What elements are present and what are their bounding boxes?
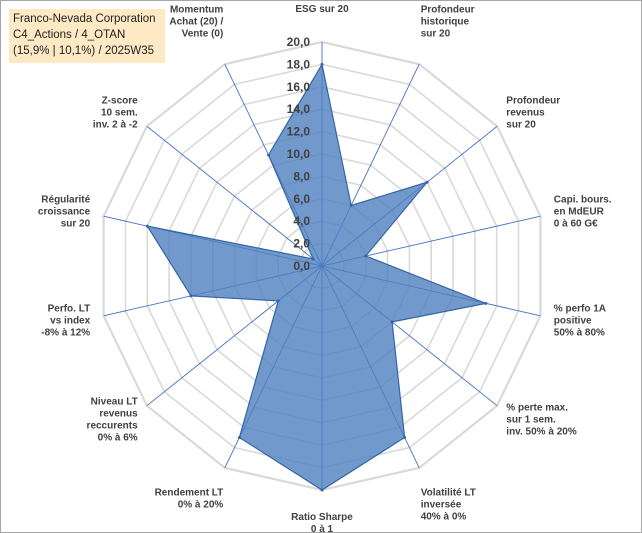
category-label-6: % perte max. sur 1 sem. inv. 50% à 20%	[506, 402, 577, 437]
radial-tick-label: 8,0	[293, 169, 310, 183]
radial-tick-label: 2,0	[293, 237, 310, 251]
category-label-14: Momentum Achat (20) / Vente (0)	[169, 4, 223, 39]
data-point-9	[237, 436, 241, 439]
data-point-5	[484, 301, 488, 305]
data-point-1	[320, 62, 324, 66]
data-point-12	[145, 224, 149, 228]
data-point-4	[364, 254, 368, 258]
data-point-2	[349, 204, 353, 207]
category-label-4: Capi. bours. en MdEUR 0 à 60 G€	[554, 194, 612, 229]
radial-tick-label: 14,0	[287, 102, 311, 116]
axis-spoke	[146, 125, 323, 267]
chart-title-box: Franco-Nevada Corporation C4_Actions / 4…	[9, 9, 165, 63]
category-label-12: Régularité croissance sur 20	[38, 194, 91, 229]
radial-tick-label: 4,0	[293, 214, 310, 228]
data-point-8	[320, 488, 324, 492]
data-point-3	[425, 180, 429, 184]
data-point-10	[276, 299, 280, 303]
category-label-11: Perfo. LT vs index -8% à 12%	[41, 304, 90, 339]
category-label-5: % perfo 1A positive 50% à 80%	[554, 304, 606, 339]
category-label-1: NoteESG sur 20	[295, 0, 349, 15]
series-area	[146, 62, 488, 491]
category-label-9: Rendement LT 0% à 20%	[155, 488, 224, 511]
data-point-7	[403, 436, 407, 439]
data-point-14	[267, 153, 270, 157]
chart-title-line-1: Franco-Nevada Corporation	[13, 13, 156, 25]
data-point-11	[189, 294, 193, 298]
category-label-8: Ratio Sharpe 0 à 1	[291, 512, 353, 533]
radial-tick-label: 20,0	[287, 35, 311, 49]
category-label-7: Volatilité LT inversée 40% à 0%	[421, 488, 476, 523]
category-label-13: Z-score 10 sem. inv. 2 à -2	[93, 96, 138, 131]
chart-title-line-3: (15,9% | 10,1%) / 2025W35	[13, 45, 155, 57]
category-label-2: Profondeur historique sur 20	[421, 4, 475, 39]
radial-tick-label: 12,0	[287, 125, 311, 139]
radial-tick-label: 6,0	[293, 192, 310, 206]
category-label-3: Profondeur revenus sur 20	[506, 96, 560, 131]
radial-tick-label: 16,0	[287, 80, 311, 94]
data-point-13	[311, 257, 315, 261]
radial-tick-label: 10,0	[287, 147, 311, 161]
chart-title-line-2: C4_Actions / 4_OTAN	[13, 29, 126, 41]
category-label-10: Niveau LT revenus reccurents 0% à 6%	[87, 396, 139, 443]
data-point-6	[390, 320, 394, 324]
radial-tick-label: 18,0	[287, 57, 311, 71]
radial-tick-label: 0,0	[293, 259, 310, 273]
